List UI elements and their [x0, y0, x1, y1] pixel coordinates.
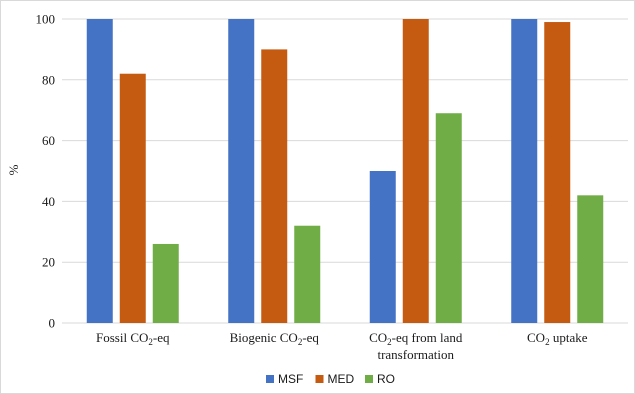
legend-swatch-msf: [266, 375, 274, 383]
bar-med: [544, 22, 571, 323]
y-tick-label: 80: [42, 72, 55, 87]
y-tick-label: 100: [36, 12, 56, 27]
bar-msf: [228, 19, 255, 323]
bar-ro: [435, 113, 462, 324]
legend-label-med: MED: [328, 372, 355, 386]
bar-med: [119, 73, 146, 323]
bars: [86, 19, 604, 324]
y-tick-label: 60: [42, 133, 55, 148]
category-label: CO2-eq from land: [369, 330, 463, 347]
legend-swatch-ro: [365, 375, 373, 383]
category-label: Fossil CO2-eq: [96, 330, 170, 347]
legend: MSF MED RO: [266, 372, 395, 386]
bar-ro: [152, 243, 179, 323]
y-axis-label: %: [6, 164, 21, 175]
legend-label-msf: MSF: [278, 372, 303, 386]
category-label-line2: transformation: [377, 347, 454, 362]
bar-msf: [369, 171, 396, 323]
y-tick-label: 0: [49, 316, 56, 331]
bar-med: [402, 19, 429, 323]
bar-med: [261, 49, 288, 324]
legend-swatch-med: [315, 375, 324, 383]
y-tick-labels: 0 20 40 60 80 100: [36, 12, 56, 331]
bar-ro: [294, 225, 321, 323]
legend-label-ro: RO: [377, 372, 395, 386]
bar-ro: [577, 195, 604, 323]
bar-msf: [511, 19, 538, 323]
y-tick-label: 40: [42, 194, 55, 209]
category-label: Biogenic CO2-eq: [230, 330, 320, 347]
bar-msf: [86, 19, 113, 323]
category-label: CO2 uptake: [527, 330, 588, 347]
y-tick-label: 20: [42, 255, 55, 270]
category-labels: Fossil CO2-eq Biogenic CO2-eq CO2-eq from …: [96, 330, 588, 362]
